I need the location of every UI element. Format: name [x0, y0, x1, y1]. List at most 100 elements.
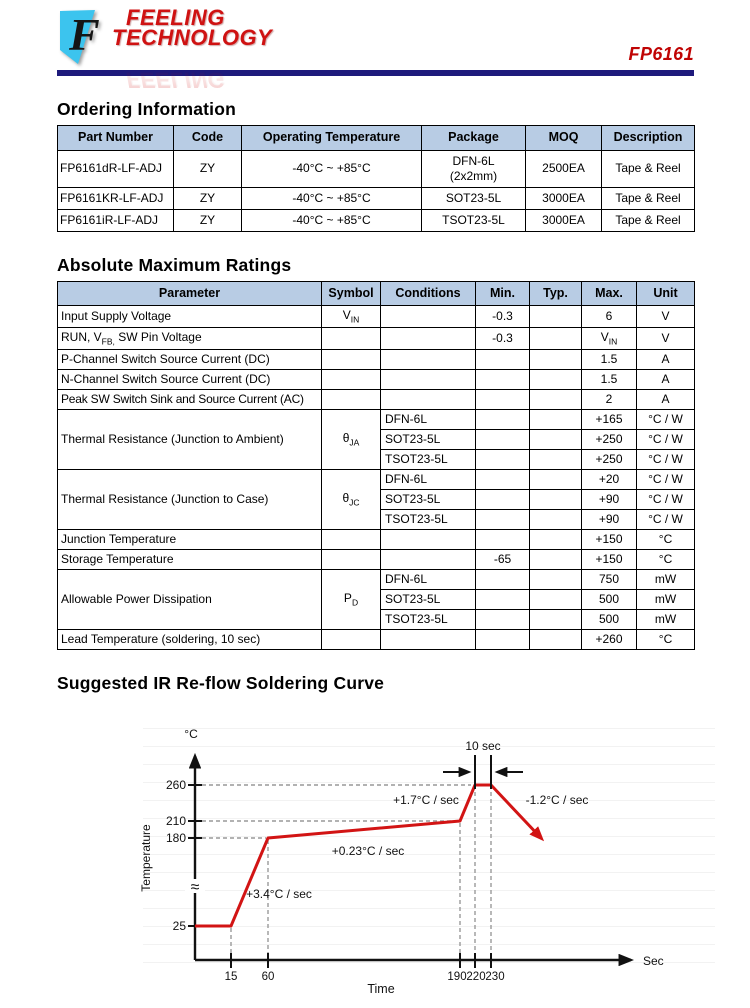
- cell-conditions: TSOT23-5L: [380, 509, 476, 531]
- cell-typ: [529, 409, 582, 431]
- cell-symbol: [321, 369, 381, 391]
- cell-unit: °C / W: [636, 409, 695, 431]
- cell-max: 1.5: [581, 349, 637, 371]
- cell-unit: °C / W: [636, 489, 695, 511]
- cell-min: [475, 589, 530, 611]
- axis-break-icon: ≈: [191, 879, 200, 896]
- cell-min: -0.3: [475, 305, 530, 329]
- max-sub: IN: [608, 336, 618, 347]
- cell-parameter: Thermal Resistance (Junction to Ambient): [57, 409, 322, 471]
- cell-code: ZY: [173, 208, 242, 232]
- cell-typ: [529, 589, 582, 611]
- cell-moq: 3000EA: [525, 186, 602, 210]
- cell-min: [475, 569, 530, 591]
- cell-package: SOT23-5L: [421, 186, 526, 210]
- cell-description: Tape & Reel: [601, 186, 695, 210]
- col-parameter: Parameter: [57, 280, 322, 307]
- cell-min: [475, 349, 530, 371]
- cell-min: -65: [475, 549, 530, 571]
- cell-conditions: SOT23-5L: [380, 429, 476, 451]
- amr-row-junction-temp: Junction Temperature +150 °C: [57, 529, 695, 551]
- cell-min: [475, 509, 530, 531]
- cell-part: FP6161iR-LF-ADJ: [57, 208, 174, 232]
- col-code: Code: [173, 125, 242, 151]
- cell-max: 750: [581, 569, 637, 591]
- cell-conditions: [380, 327, 476, 351]
- brand-reflection-line1: FEELING: [126, 67, 225, 93]
- cell-temp: -40°C ~ +85°C: [241, 208, 422, 232]
- cell-min: [475, 369, 530, 391]
- brand-reflection: FEELING TECHNOLOGY: [112, 47, 273, 93]
- annotation-ramp-1: +3.4°C / sec: [246, 887, 312, 901]
- cell-description: Tape & Reel: [601, 208, 695, 232]
- cell-symbol: PD: [321, 569, 381, 631]
- cell-conditions: [380, 629, 476, 651]
- col-part-number: Part Number: [57, 125, 174, 151]
- section-title-amr: Absolute Maximum Ratings: [57, 254, 292, 275]
- cell-part: FP6161KR-LF-ADJ: [57, 186, 174, 210]
- cell-moq: 3000EA: [525, 208, 602, 232]
- cell-conditions: [380, 349, 476, 371]
- ordering-table: Part Number Code Operating Temperature P…: [57, 125, 695, 232]
- part-number-badge: FP6161: [628, 44, 694, 64]
- reflow-curve-figure: ≈ °C Sec Temperature Time 260 2: [55, 708, 717, 1008]
- section-title-reflow-curve: Suggested IR Re-flow Soldering Curve: [57, 673, 385, 694]
- amr-row-theta-jc: Thermal Resistance (Junction to Case) θJ…: [57, 469, 695, 531]
- cell-description: Tape & Reel: [601, 149, 695, 188]
- axes: ≈: [185, 753, 635, 969]
- feeling-technology-logo-icon: F: [60, 9, 100, 64]
- cell-unit: °C / W: [636, 449, 695, 471]
- cell-symbol: θJC: [321, 469, 381, 531]
- page-header: F FEELING TECHNOLOGY FEELING TECHNOLOGY …: [57, 6, 694, 93]
- symbol-main: θ: [342, 491, 350, 506]
- cell-unit: °C / W: [636, 429, 695, 451]
- cell-parameter: Junction Temperature: [57, 529, 322, 551]
- cell-unit: A: [636, 389, 695, 411]
- cell-symbol: [321, 349, 381, 371]
- cell-unit: A: [636, 349, 695, 371]
- amr-row-n-channel: N-Channel Switch Source Current (DC) 1.5…: [57, 369, 695, 391]
- cell-package: TSOT23-5L: [421, 208, 526, 232]
- annotation-cooldown: -1.2°C / sec: [526, 793, 589, 807]
- cell-max: +250: [581, 449, 637, 471]
- symbol-sub: IN: [350, 314, 360, 325]
- amr-row-theta-ja: Thermal Resistance (Junction to Ambient)…: [57, 409, 695, 471]
- symbol-main: θ: [342, 431, 350, 446]
- cell-min: [475, 389, 530, 411]
- symbol-sub: JC: [349, 497, 360, 508]
- annotation-ramp-3: +1.7°C / sec: [393, 793, 459, 807]
- cell-part: FP6161dR-LF-ADJ: [57, 149, 174, 188]
- chart-background-stripes: [143, 728, 715, 969]
- y-tick-260: 260: [166, 778, 186, 792]
- x-tick-220: 220: [466, 971, 485, 983]
- amr-header-row: Parameter Symbol Conditions Min. Typ. Ma…: [57, 280, 695, 307]
- ordering-header-row: Part Number Code Operating Temperature P…: [57, 125, 695, 151]
- curve-polyline: [195, 783, 491, 928]
- cell-conditions: SOT23-5L: [380, 589, 476, 611]
- brand-reflection-line2: TECHNOLOGY: [112, 47, 273, 73]
- cell-max: VIN: [581, 327, 637, 351]
- cell-typ: [529, 509, 582, 531]
- cell-symbol: [321, 629, 381, 651]
- cell-symbol: θJA: [321, 409, 381, 471]
- cell-typ: [529, 489, 582, 511]
- header-divider: [57, 70, 694, 76]
- col-conditions: Conditions: [380, 280, 476, 307]
- cell-parameter: P-Channel Switch Source Current (DC): [57, 349, 322, 371]
- cell-code: ZY: [173, 149, 242, 188]
- symbol-main: P: [343, 591, 352, 606]
- cell-symbol: [321, 327, 381, 351]
- cell-conditions: DFN-6L: [380, 569, 476, 591]
- cell-temp: -40°C ~ +85°C: [241, 149, 422, 188]
- cell-min: -0.3: [475, 327, 530, 351]
- cell-typ: [529, 609, 582, 631]
- cell-max: +90: [581, 489, 637, 511]
- annotation-ramp-2: +0.23°C / sec: [332, 844, 405, 858]
- cell-max: +20: [581, 469, 637, 491]
- cell-conditions: [380, 389, 476, 411]
- cell-unit: V: [636, 327, 695, 351]
- cell-package: DFN-6L (2x2mm): [421, 149, 526, 188]
- cell-min: [475, 449, 530, 471]
- col-description: Description: [601, 125, 695, 151]
